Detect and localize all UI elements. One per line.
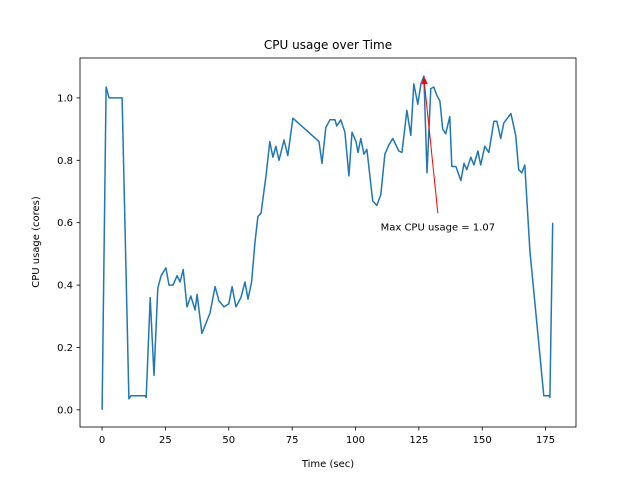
cpu-usage-line	[101, 75, 554, 410]
x-tick-label: 125	[409, 435, 428, 446]
x-axis-label: Time (sec)	[301, 459, 354, 470]
annotation-text: Max CPU usage = 1.07	[381, 222, 496, 233]
x-tick-label: 0	[99, 435, 105, 446]
x-tick-label: 25	[159, 435, 172, 446]
axes-frame	[79, 57, 577, 428]
y-tick-label: 0.6	[57, 218, 73, 229]
y-tick-label: 0.0	[57, 405, 73, 416]
y-tick-label: 1.0	[57, 93, 73, 104]
annotation-arrow-shaft	[423, 78, 439, 214]
x-tick-label: 50	[222, 435, 235, 446]
x-tick-label: 175	[536, 435, 555, 446]
y-axis-label: CPU usage (cores)	[31, 196, 42, 288]
y-tick-label: 0.8	[57, 156, 73, 167]
x-tick-label: 75	[286, 435, 299, 446]
annotation-arrow-head	[421, 76, 428, 85]
x-tick-label: 100	[346, 435, 365, 446]
y-tick-label: 0.2	[57, 343, 73, 354]
chart-title: CPU usage over Time	[264, 38, 392, 52]
x-tick-label: 150	[473, 435, 492, 446]
y-tick-label: 0.4	[57, 281, 73, 292]
